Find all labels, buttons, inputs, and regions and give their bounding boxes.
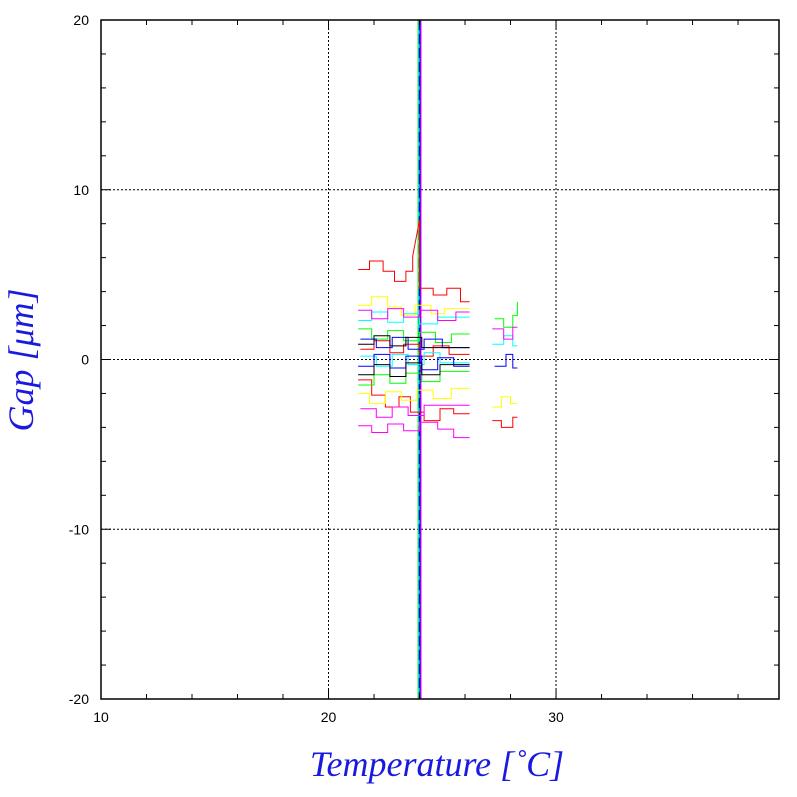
x-tick-labels: 10 20 30 [93, 709, 564, 725]
y-tick-label: 20 [73, 12, 89, 28]
series-line-15 [360, 336, 470, 350]
x-tick-label: 10 [93, 709, 109, 725]
series-line-21 [358, 362, 470, 377]
y-axis-title: Gap [μm] [1, 288, 41, 431]
series-line-18 [358, 421, 470, 439]
x-axis-title: Temperature [˚C] [310, 744, 564, 784]
x-tick-label: 30 [548, 709, 564, 725]
series-line-12 [358, 311, 470, 325]
vertical-line-layer [417, 20, 422, 699]
y-tick-label: -20 [69, 691, 89, 707]
x-tick-label: 20 [321, 709, 337, 725]
series-line-3 [492, 416, 518, 428]
series-layer [358, 220, 518, 439]
y-tick-label: -10 [69, 521, 89, 537]
axis-ticks [100, 19, 779, 700]
series-line-20 [360, 404, 470, 418]
series-line-5 [358, 296, 470, 316]
series-line-10 [494, 301, 518, 328]
series-line-17 [358, 308, 470, 321]
series-line-9 [358, 370, 470, 386]
series-line-7 [492, 396, 518, 408]
y-tick-label: 0 [81, 352, 89, 368]
series-line-16 [494, 353, 518, 369]
series-line-1 [358, 220, 470, 303]
grid-lines [101, 20, 779, 699]
series-line-22 [358, 335, 470, 349]
series-line-13 [492, 335, 518, 347]
y-tick-labels: -20 -10 0 10 20 [69, 12, 89, 707]
series-line-14 [358, 353, 470, 371]
series-line-2 [358, 379, 470, 422]
y-tick-label: 10 [73, 182, 89, 198]
series-line-19 [492, 326, 518, 340]
series-line-6 [358, 387, 470, 405]
